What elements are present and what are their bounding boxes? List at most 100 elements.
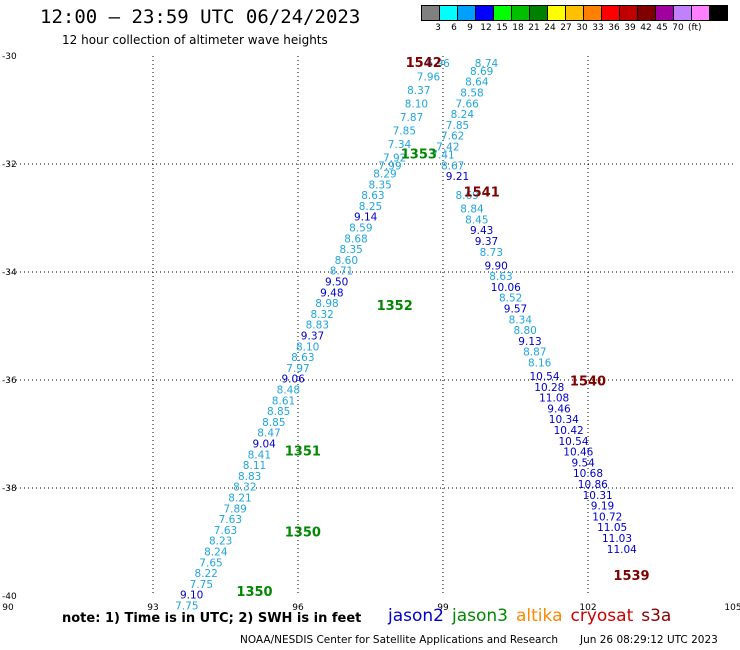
data-point-label: 8.87	[523, 347, 546, 359]
data-point-label: 8.83	[306, 320, 329, 332]
data-point-label: 8.85	[267, 406, 290, 418]
pass-label: 1350	[236, 585, 272, 600]
data-point-label: 7.65	[199, 557, 222, 569]
data-point-label: 8.67	[441, 160, 464, 172]
satellite-jason2: jason2	[388, 606, 444, 626]
data-point-label: 10.86	[578, 479, 608, 491]
legend-label: 42	[640, 23, 652, 33]
data-point-label: 8.35	[339, 244, 362, 256]
data-point-label: 11.03	[602, 533, 632, 545]
data-point-label: 8.47	[257, 428, 280, 440]
data-point-label: 8.16	[528, 358, 552, 370]
data-point-label: 8.58	[460, 88, 483, 100]
legend-unit: (ft)	[688, 23, 702, 33]
chart-subtitle: 12 hour collection of altimeter wave hei…	[62, 33, 328, 47]
x-tick-label: 99	[437, 603, 449, 613]
data-point-label: 8.35	[368, 179, 391, 191]
data-point-label: 8.69	[470, 66, 493, 78]
data-point-label: 8.34	[509, 314, 533, 326]
y-tick-label: -40	[2, 592, 17, 602]
x-tick-label: 102	[579, 603, 596, 613]
data-point-label: 8.71	[330, 266, 353, 278]
data-point-label: 7.99	[378, 160, 401, 172]
legend-label: 30	[576, 23, 588, 33]
data-point-label: 10.54	[529, 371, 559, 383]
y-tick-label: -34	[2, 268, 17, 278]
data-point-label: 8.73	[480, 247, 503, 259]
pass-label: 1541	[464, 185, 500, 200]
data-labels: 6.967.968.378.107.877.857.347.927.998.29…	[175, 58, 637, 613]
data-point-label: 11.08	[539, 393, 569, 405]
data-point-label: 8.60	[335, 255, 358, 267]
data-point-label: 9.14	[354, 212, 378, 224]
data-point-label: 7.89	[223, 503, 246, 515]
data-point-label: 8.84	[460, 204, 484, 216]
data-point-label: 8.63	[361, 190, 384, 202]
data-point-label: 9.13	[518, 336, 541, 348]
legend-label: 6	[451, 23, 457, 33]
data-point-label: 8.63	[291, 352, 314, 364]
data-point-label: 7.85	[446, 120, 469, 132]
pass-label: 1352	[377, 299, 413, 314]
legend-label: 9	[467, 23, 473, 33]
data-point-label: 7.42	[436, 142, 459, 154]
data-point-label: 8.32	[233, 482, 256, 494]
data-point-label: 8.83	[238, 471, 261, 483]
pass-label: 1353	[401, 148, 437, 163]
data-point-label: 7.87	[400, 112, 423, 124]
data-point-label: 8.48	[277, 385, 300, 397]
data-point-label: 8.61	[272, 395, 295, 407]
pass-label: 1351	[285, 445, 321, 460]
data-point-label: 7.62	[441, 131, 464, 143]
data-point-label: 9.43	[470, 225, 493, 237]
data-point-label: 10.72	[592, 511, 622, 523]
legend-label: 33	[592, 23, 604, 33]
data-point-label: 9.37	[301, 331, 324, 343]
data-point-label: 11.05	[597, 522, 627, 534]
legend-swatches	[421, 5, 728, 21]
data-point-label: 8.10	[296, 341, 319, 353]
data-point-label: 10.42	[554, 425, 584, 437]
data-point-label: 8.68	[344, 233, 367, 245]
data-point-label: 7.96	[417, 71, 441, 83]
footer-note: note: 1) Time is in UTC; 2) SWH is in fe…	[62, 611, 362, 626]
pass-label: 1539	[613, 569, 649, 584]
data-point-label: 8.63	[489, 271, 512, 283]
legend-label: 36	[608, 23, 620, 33]
y-tick-label: -32	[2, 160, 17, 170]
data-point-label: 9.48	[320, 287, 343, 299]
timestamp-text: Jun 26 08:29:12 UTC 2023	[580, 634, 718, 646]
data-point-label: 7.66	[455, 98, 479, 110]
data-point-label: 10.06	[491, 282, 521, 294]
data-point-label: 9.90	[484, 260, 507, 272]
data-point-label: 8.37	[407, 85, 430, 97]
chart-title: 12:00 – 23:59 UTC 06/24/2023	[40, 6, 361, 28]
pass-label: 1540	[570, 374, 606, 389]
satellite-s3a: s3a	[641, 606, 672, 626]
data-point-label: 8.11	[243, 460, 266, 472]
legend-label: 27	[560, 23, 572, 33]
data-point-label: 9.21	[446, 171, 469, 183]
data-point-label: 9.06	[281, 374, 305, 386]
data-point-label: 8.10	[405, 98, 428, 110]
data-point-label: 7.92	[383, 152, 406, 164]
y-tick-label: -36	[2, 376, 17, 386]
data-point-label: 8.32	[310, 309, 333, 321]
satellite-jason3: jason3	[452, 606, 508, 626]
data-point-label: 8.52	[499, 293, 522, 305]
legend-label: 45	[656, 23, 668, 33]
pass-label: 1542	[406, 56, 442, 71]
data-point-label: 8.41	[248, 449, 271, 461]
data-point-label: 7.75	[175, 601, 198, 613]
data-point-label: 8.74	[475, 58, 499, 70]
satellite-legend: jason2 jason3 altika cryosat s3a	[388, 606, 679, 626]
data-point-label: 9.10	[180, 590, 203, 602]
legend-labels: 3 6 9 12 15 18 21 24 27 30 33 36 39 42 45 70 (ft)	[422, 23, 728, 33]
data-point-label: 8.25	[359, 201, 382, 213]
data-point-label: 9.50	[325, 277, 348, 289]
data-point-label: 8.59	[349, 223, 372, 235]
grid-lines	[8, 56, 733, 596]
y-tick-label: -30	[2, 52, 17, 62]
data-point-label: 10.46	[563, 447, 593, 459]
